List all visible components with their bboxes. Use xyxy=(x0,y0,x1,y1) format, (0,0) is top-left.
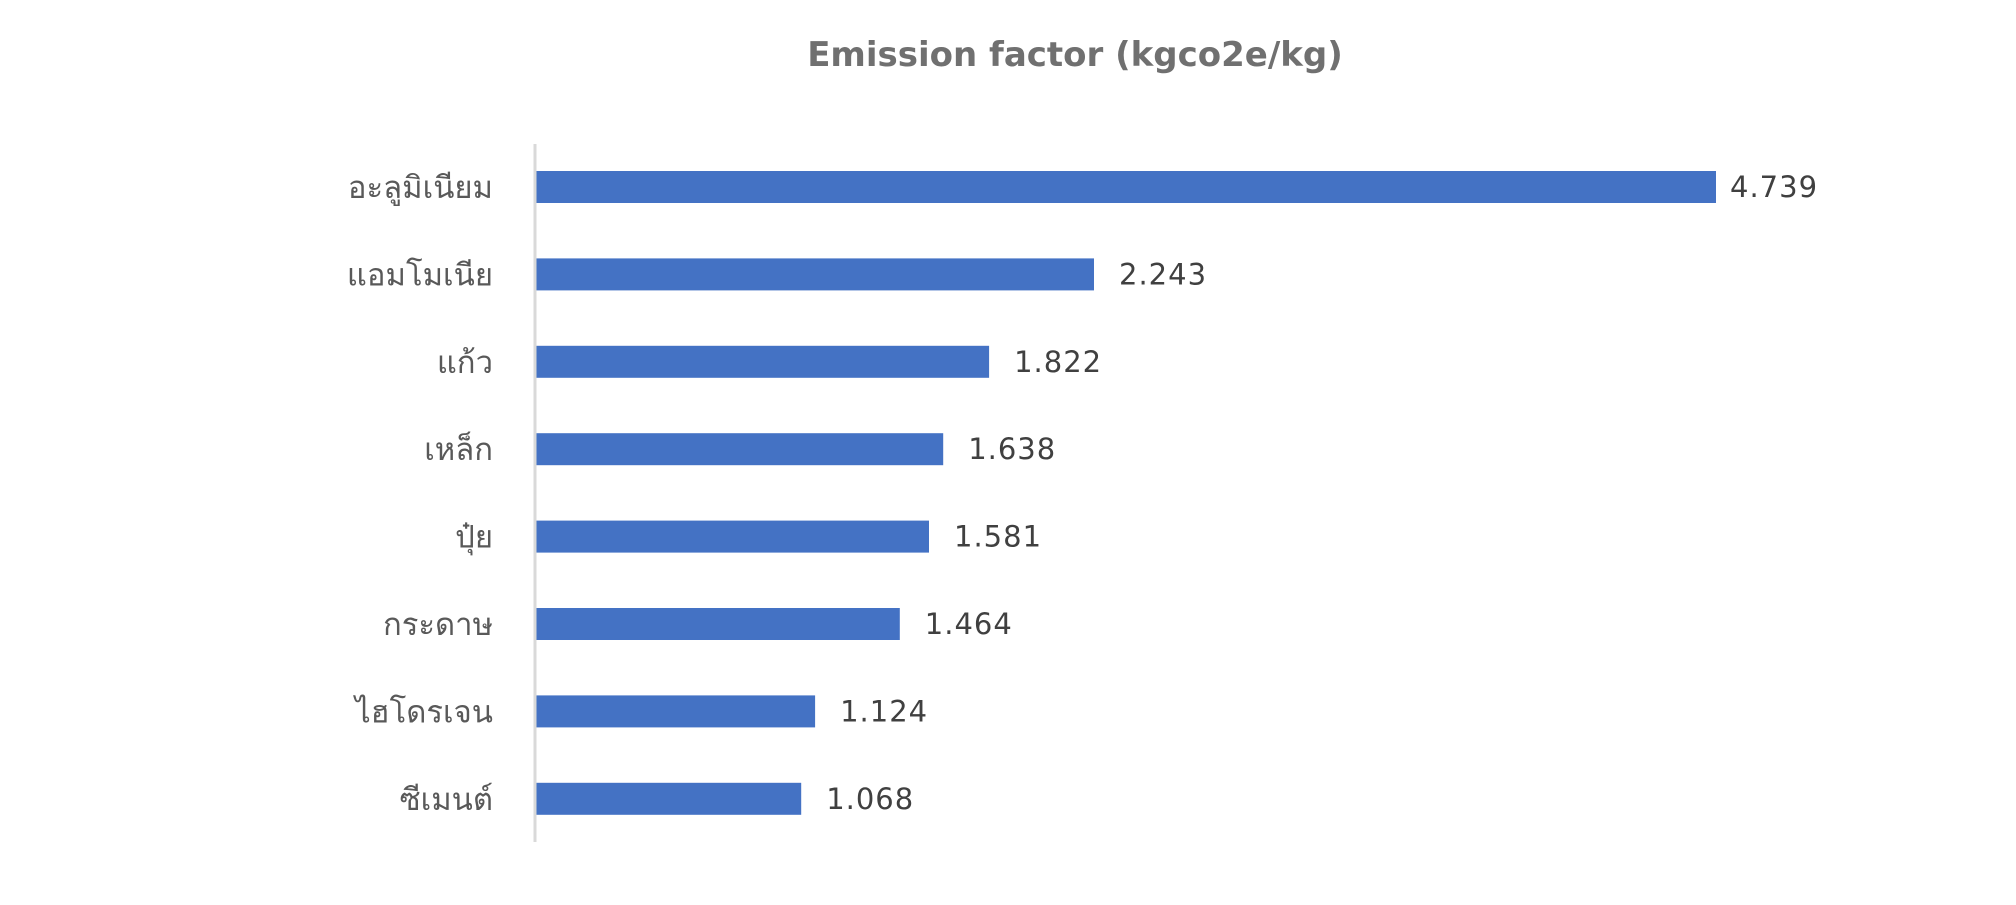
bar-3 xyxy=(535,433,944,466)
value-label-4: 1.581 xyxy=(954,520,1042,554)
value-label-7: 1.068 xyxy=(826,782,914,816)
category-labels: อะลูมิเนียมแอมโมเนียแก้วเหล็กปุ๋ยกระดาษไ… xyxy=(347,170,493,818)
category-label-6: ไฮโดรเจน xyxy=(352,694,493,730)
category-label-4: ปุ๋ย xyxy=(455,520,493,557)
category-label-1: แอมโมเนีย xyxy=(347,257,493,293)
bar-0 xyxy=(535,171,1716,203)
value-label-0: 4.739 xyxy=(1730,170,1818,204)
bars-layer xyxy=(535,171,1716,815)
value-label-6: 1.124 xyxy=(840,694,928,728)
value-label-3: 1.638 xyxy=(968,432,1056,466)
category-label-3: เหล็ก xyxy=(424,431,493,468)
bar-6 xyxy=(535,695,816,728)
bar-2 xyxy=(535,345,990,378)
bar-1 xyxy=(535,258,1094,291)
value-labels: 4.739 2.243 1.822 1.638 1.581 1.464 1.124 1.068 xyxy=(826,170,1818,816)
category-label-5: กระดาษ xyxy=(383,607,493,643)
bar-7 xyxy=(535,782,802,815)
value-label-2: 1.822 xyxy=(1014,345,1102,379)
bar-4 xyxy=(535,520,929,553)
category-label-2: แก้ว xyxy=(437,345,493,381)
bar-5 xyxy=(535,608,900,640)
category-label-7: ซีเมนต์ xyxy=(400,782,493,818)
value-label-5: 1.464 xyxy=(925,607,1013,641)
category-label-0: อะลูมิเนียม xyxy=(348,170,493,206)
chart-title: Emission factor (kgco2e/kg) xyxy=(807,35,1343,75)
value-label-1: 2.243 xyxy=(1119,257,1207,291)
